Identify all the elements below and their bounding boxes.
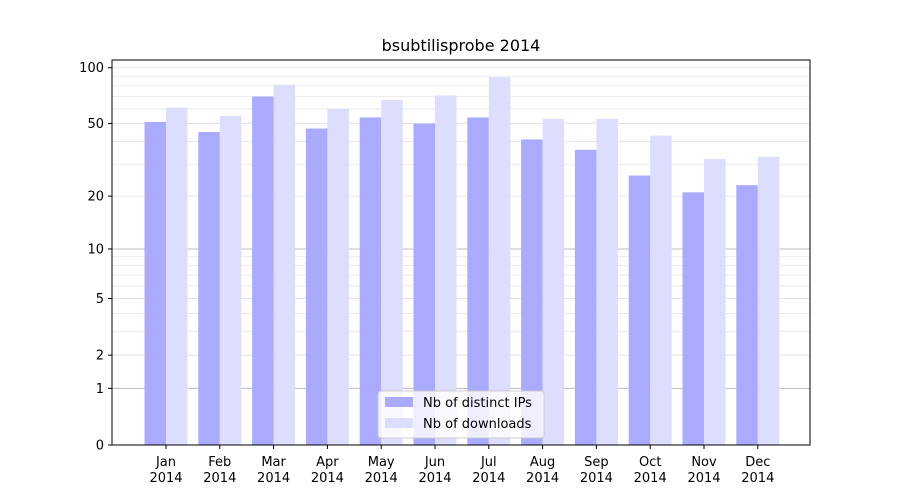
x-tick-label-year: 2014 bbox=[580, 471, 613, 486]
bar-downloads bbox=[166, 107, 188, 445]
bar-distinct-ips bbox=[359, 117, 382, 446]
x-tick-label-month: Jul bbox=[480, 455, 497, 470]
x-tick-label-year: 2014 bbox=[418, 471, 451, 486]
legend-label: Nb of downloads bbox=[423, 417, 532, 432]
bar-distinct-ips bbox=[736, 185, 758, 445]
x-tick-label-year: 2014 bbox=[365, 471, 398, 486]
x-tick-label-month: Nov bbox=[691, 455, 717, 470]
x-tick-label-month: Jan bbox=[155, 455, 176, 470]
bar-downloads bbox=[435, 95, 457, 445]
x-axis: Jan2014Feb2014Mar2014Apr2014May2014Jun20… bbox=[149, 445, 774, 486]
x-tick-label-year: 2014 bbox=[634, 471, 667, 486]
bars bbox=[144, 77, 780, 446]
bar-downloads bbox=[757, 156, 780, 446]
legend-box bbox=[377, 390, 545, 439]
bar-downloads bbox=[542, 118, 565, 445]
bar-downloads bbox=[650, 135, 672, 445]
x-tick-label-month: Jun bbox=[424, 455, 445, 470]
bar-downloads bbox=[488, 77, 511, 445]
legend-swatch bbox=[385, 397, 413, 407]
bar-distinct-ips bbox=[252, 96, 274, 445]
y-tick-label: 100 bbox=[79, 61, 104, 76]
y-tick-label: 2 bbox=[96, 349, 104, 364]
y-tick-label: 0 bbox=[96, 439, 104, 454]
bar-downloads bbox=[596, 118, 618, 445]
x-tick-label-month: Apr bbox=[316, 455, 339, 470]
x-tick-label-year: 2014 bbox=[311, 471, 344, 486]
y-tick-label: 50 bbox=[87, 117, 104, 132]
bar-distinct-ips bbox=[682, 192, 704, 445]
x-tick-label-month: Sep bbox=[584, 455, 609, 470]
x-tick-label-year: 2014 bbox=[149, 471, 182, 486]
legend-label: Nb of distinct IPs bbox=[423, 396, 532, 411]
legend: Nb of distinct IPs Nb of downloads bbox=[377, 390, 545, 439]
x-tick-label-year: 2014 bbox=[257, 471, 290, 486]
bar-distinct-ips bbox=[521, 139, 543, 445]
bar-downloads bbox=[327, 108, 349, 445]
bar-distinct-ips bbox=[574, 149, 597, 445]
x-tick-label-month: Oct bbox=[639, 455, 661, 470]
plot-frame bbox=[111, 59, 811, 446]
x-tick-label-month: Dec bbox=[745, 455, 770, 470]
x-tick-label-year: 2014 bbox=[687, 471, 720, 486]
bar-distinct-ips bbox=[198, 132, 220, 445]
y-tick-label: 20 bbox=[87, 190, 104, 205]
bar-downloads bbox=[704, 159, 726, 445]
x-tick-label-year: 2014 bbox=[472, 471, 505, 486]
x-tick-label-year: 2014 bbox=[526, 471, 559, 486]
bar-distinct-ips bbox=[413, 123, 435, 446]
bar-distinct-ips bbox=[305, 128, 328, 445]
x-tick-label-month: Feb bbox=[208, 455, 231, 470]
bar-downloads bbox=[219, 115, 242, 445]
bar-distinct-ips bbox=[144, 121, 166, 445]
legend-swatch bbox=[385, 418, 413, 428]
x-tick-label-month: May bbox=[368, 455, 395, 470]
bar-distinct-ips bbox=[628, 175, 651, 445]
x-tick-label-month: Mar bbox=[261, 455, 286, 470]
bar-distinct-ips bbox=[467, 117, 489, 446]
x-tick-label-year: 2014 bbox=[741, 471, 774, 486]
y-tick-label: 10 bbox=[87, 242, 104, 257]
chart-title: bsubtilisprobe 2014 bbox=[382, 36, 541, 55]
y-tick-label: 5 bbox=[96, 292, 104, 307]
y-tick-label: 1 bbox=[96, 382, 104, 397]
y-axis: 0 1 2 5 10 20 50 100 bbox=[79, 61, 112, 454]
x-tick-label-month: Aug bbox=[530, 455, 555, 470]
x-tick-label-year: 2014 bbox=[203, 471, 236, 486]
bar-downloads bbox=[273, 84, 296, 446]
bar-downloads bbox=[381, 100, 403, 446]
